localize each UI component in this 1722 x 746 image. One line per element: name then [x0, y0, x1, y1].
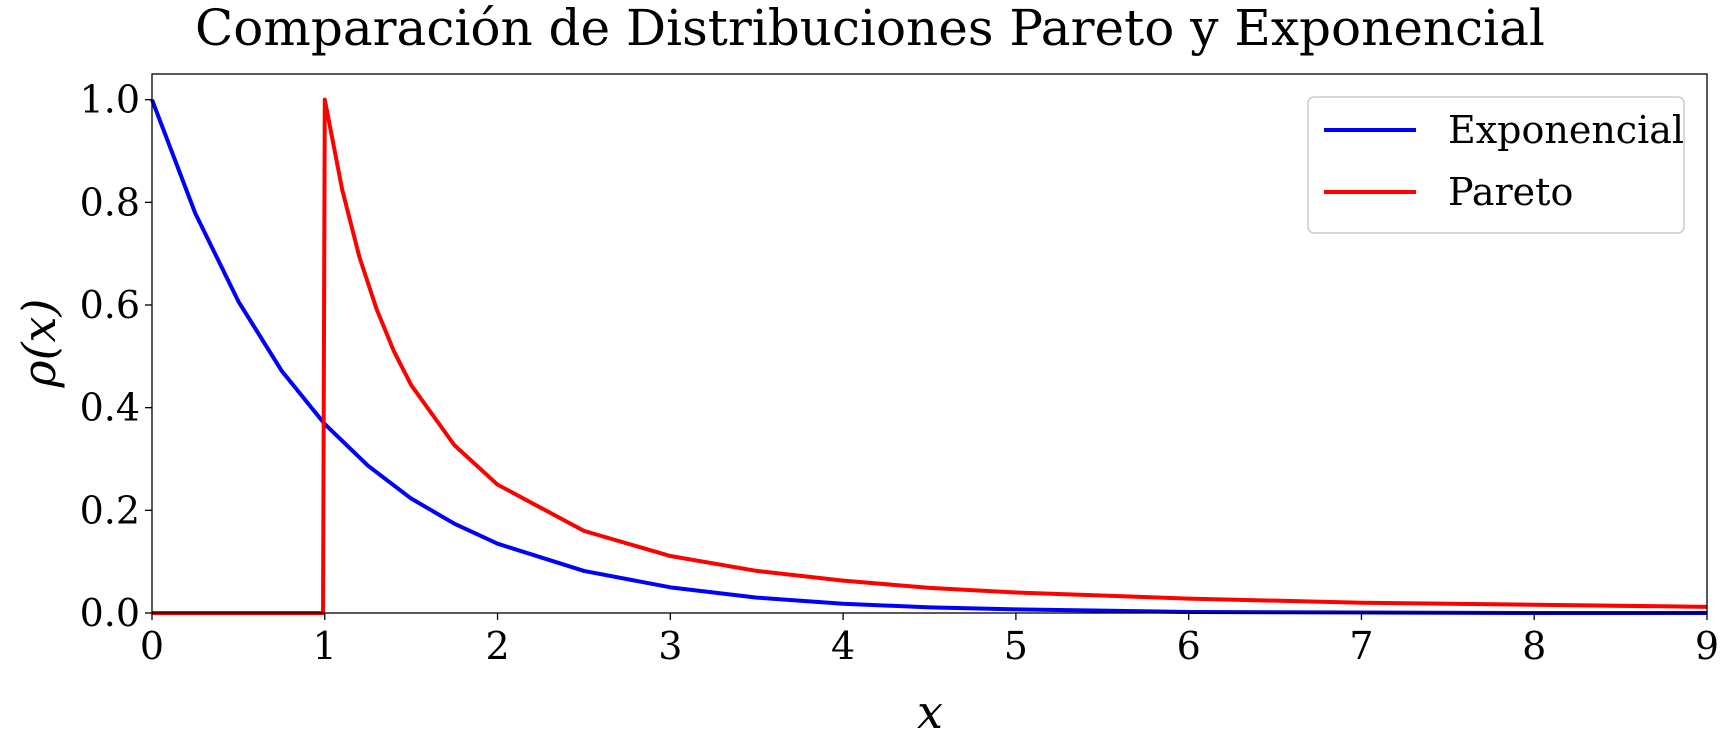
y-tick-label: 0.8: [80, 180, 140, 224]
series-line-exponencial: [150, 98, 1707, 615]
x-tick-label: 9: [1695, 624, 1719, 668]
x-tick-label: 0: [140, 624, 164, 668]
y-tick-label: 0.4: [80, 386, 140, 430]
x-tick-label: 2: [485, 624, 509, 668]
plot-area: 0 1 2 3 4 5 6 7 8 9 0.0 0.2 0.4 0.6 0.8 1.0: [80, 73, 1719, 668]
y-tick-label: 1.0: [80, 78, 140, 122]
legend: Exponencial Pareto: [1307, 96, 1685, 234]
legend-label-pareto: Pareto: [1448, 170, 1573, 214]
x-tick-label: 7: [1349, 624, 1373, 668]
x-axis-label: x: [917, 685, 943, 739]
x-tick-label: 3: [658, 624, 682, 668]
y-tick-label: 0.0: [80, 591, 140, 635]
series-line-pareto: [152, 97, 1708, 615]
chart-title: Comparación de Distribuciones Pareto y E…: [195, 0, 1545, 57]
x-tick-label: 6: [1177, 624, 1201, 668]
y-tick-label: 0.2: [80, 488, 140, 532]
y-axis-label: ρ(x): [12, 299, 66, 389]
y-tick-label: 0.6: [80, 283, 140, 327]
x-tick-label: 1: [313, 624, 337, 668]
x-tick-label: 4: [831, 624, 855, 668]
x-tick-label: 8: [1522, 624, 1546, 668]
plot-frame: [151, 73, 1708, 614]
legend-label-exponencial: Exponencial: [1448, 108, 1684, 152]
x-tick-label: 5: [1004, 624, 1028, 668]
